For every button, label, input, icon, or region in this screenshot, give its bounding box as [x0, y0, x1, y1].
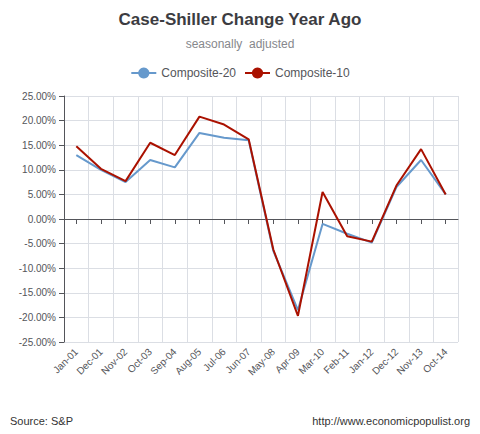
svg-text:Jan-12: Jan-12: [346, 346, 376, 376]
svg-text:seasonally adjusted: seasonally adjusted: [186, 37, 295, 51]
svg-text:Oct-14: Oct-14: [421, 346, 450, 375]
svg-text:Composite-10: Composite-10: [275, 66, 350, 80]
svg-text:Composite-20: Composite-20: [161, 66, 236, 80]
svg-text:-25.00%: -25.00%: [19, 337, 56, 348]
svg-text:-20.00%: -20.00%: [19, 312, 56, 323]
svg-text:-5.00%: -5.00%: [24, 238, 56, 249]
svg-text:25.00%: 25.00%: [22, 91, 56, 102]
svg-text:Sep-04: Sep-04: [148, 346, 179, 377]
svg-text:Mar-10: Mar-10: [296, 346, 326, 376]
svg-text:10.00%: 10.00%: [22, 164, 56, 175]
svg-text:Apr-09: Apr-09: [272, 346, 302, 376]
svg-text:Jan-01: Jan-01: [50, 346, 81, 376]
svg-text:Nov-02: Nov-02: [99, 346, 130, 377]
svg-text:-10.00%: -10.00%: [19, 263, 56, 274]
svg-text:Feb-11: Feb-11: [321, 346, 351, 376]
svg-text:Dec-12: Dec-12: [370, 346, 401, 377]
svg-text:Jul-06: Jul-06: [200, 346, 228, 374]
svg-text:Source: S&P: Source: S&P: [10, 415, 73, 427]
svg-text:Case-Shiller Change Year Ago: Case-Shiller Change Year Ago: [119, 10, 362, 29]
svg-text:15.00%: 15.00%: [22, 140, 56, 151]
svg-text:-15.00%: -15.00%: [19, 287, 56, 298]
svg-text:http://www.economicpopulist.or: http://www.economicpopulist.org: [312, 415, 470, 427]
svg-text:Dec-01: Dec-01: [74, 346, 105, 377]
svg-text:Aug-05: Aug-05: [173, 346, 204, 377]
svg-text:Nov-13: Nov-13: [394, 346, 425, 377]
svg-text:Oct-03: Oct-03: [125, 346, 155, 376]
svg-text:0.00%: 0.00%: [28, 214, 56, 225]
svg-text:May-08: May-08: [246, 346, 278, 378]
svg-text:5.00%: 5.00%: [28, 189, 56, 200]
svg-text:Jun-07: Jun-07: [223, 346, 253, 376]
svg-text:20.00%: 20.00%: [22, 115, 56, 126]
